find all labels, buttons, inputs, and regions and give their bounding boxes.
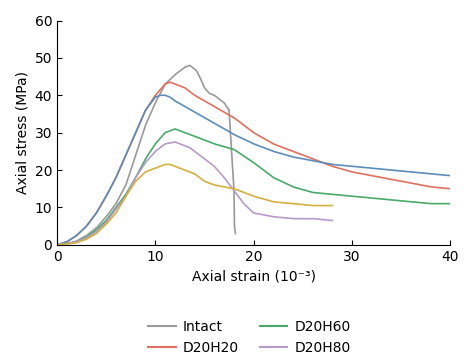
Legend: Intact, D20H20, D20H40, D20H60, D20H80, D20H100: Intact, D20H20, D20H40, D20H60, D20H80, …: [142, 315, 365, 360]
Y-axis label: Axial stress (MPa): Axial stress (MPa): [15, 71, 29, 194]
X-axis label: Axial strain (10⁻³): Axial strain (10⁻³): [191, 269, 316, 283]
